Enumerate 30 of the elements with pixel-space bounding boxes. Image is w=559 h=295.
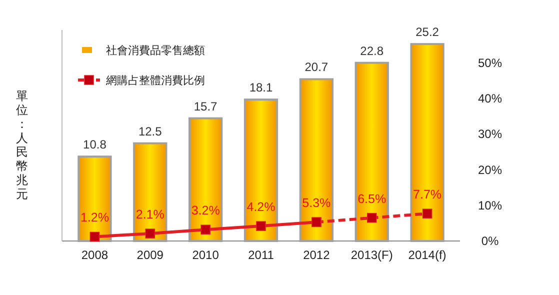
- data-label: 18.1: [249, 80, 273, 95]
- x-tick-label: 2008: [81, 248, 108, 262]
- data-label: 15.7: [194, 99, 218, 114]
- x-tick-label: 2014(f): [408, 248, 446, 262]
- y2-tick-label: 50%: [478, 56, 502, 70]
- y2-tick-label: 30%: [478, 127, 502, 142]
- data-label: 20.7: [304, 60, 328, 74]
- data-label: 7.7%: [413, 188, 442, 202]
- y2-tick-label: 40%: [478, 92, 502, 106]
- data-label: 6.5%: [358, 192, 386, 206]
- data-label: 22.8: [360, 44, 384, 58]
- x-tick-label: 2010: [192, 248, 220, 262]
- data-label: 3.2%: [191, 204, 220, 218]
- x-tick-label: 2013(F): [350, 248, 393, 262]
- y-axis-title: 單位：人民幣兆元: [16, 89, 28, 201]
- data-label: 1.2%: [80, 210, 109, 225]
- y2-tick-label: 0%: [481, 234, 499, 248]
- x-tick-label: 2009: [136, 248, 164, 262]
- y2-tick-label: 20%: [478, 162, 502, 177]
- legend-label: 網購占整體消費比例: [105, 74, 205, 87]
- data-label: 10.8: [83, 138, 107, 152]
- data-label: 25.2: [416, 25, 440, 40]
- data-label: 12.5: [138, 124, 162, 138]
- data-label: 2.1%: [136, 208, 164, 222]
- y2-tick-label: 10%: [478, 198, 502, 212]
- x-tick-label: 2011: [248, 248, 274, 262]
- legend-label: 社會消費品零售總額: [106, 44, 205, 57]
- data-label: 4.2%: [246, 200, 276, 214]
- data-label: 5.3%: [302, 196, 331, 210]
- x-tick-label: 2012: [303, 248, 330, 262]
